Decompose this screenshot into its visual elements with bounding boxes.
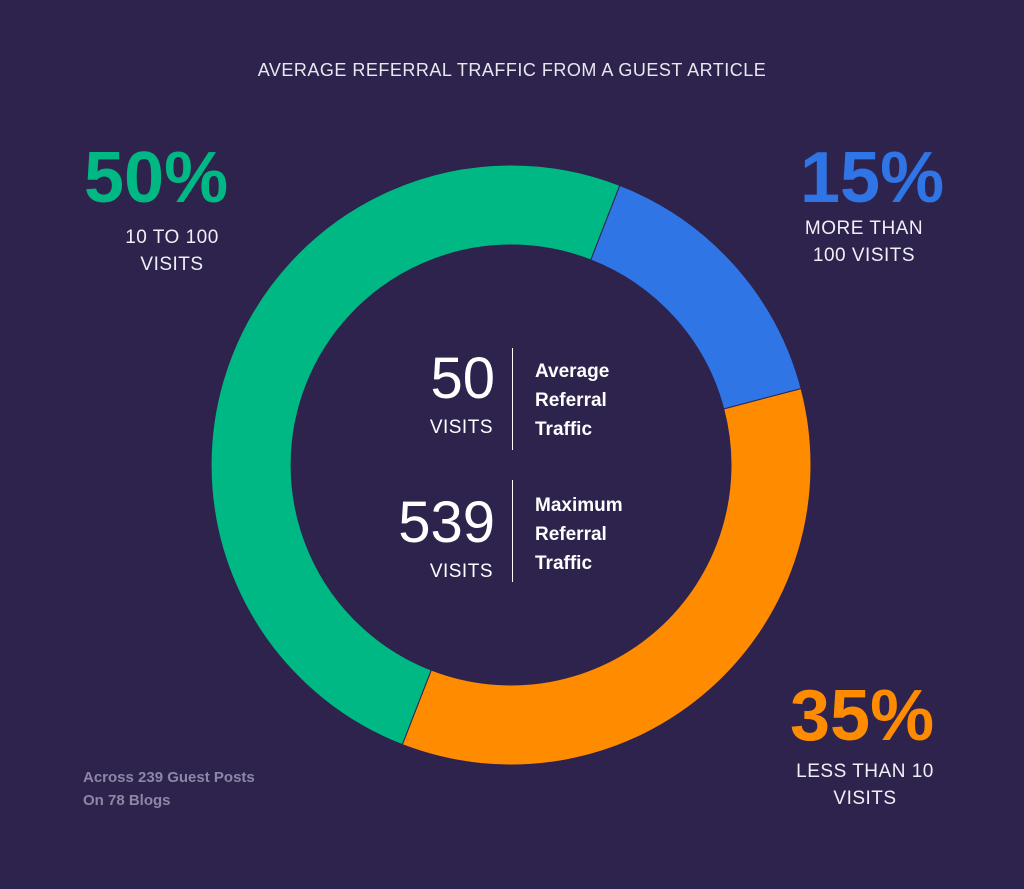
average-description: Average Referral Traffic: [535, 357, 675, 444]
average-visits-value: 50: [430, 346, 495, 411]
average-description-line3: Traffic: [535, 419, 593, 440]
footnote-line2: On 78 Blogs: [83, 792, 171, 809]
chart-title: AVERAGE REFERRAL TRAFFIC FROM A GUEST AR…: [257, 60, 767, 80]
slice-label-orange: LESS THAN 10 VISITS: [770, 758, 960, 812]
pct-label-blue: 15%: [800, 138, 945, 218]
slice-label-green-line2: VISITS: [140, 254, 204, 275]
slice-label-blue-line2: 100 VISITS: [812, 245, 916, 266]
slice-label-orange-line2: VISITS: [833, 788, 897, 809]
maximum-description-line1: Maximum: [535, 495, 623, 516]
maximum-description: Maximum Referral Traffic: [535, 491, 675, 578]
slice-label-green: 10 TO 100 VISITS: [82, 224, 262, 278]
slice-label-blue-line1: MORE THAN: [804, 218, 924, 239]
average-divider: [512, 348, 513, 450]
pct-label-orange: 35%: [790, 676, 935, 756]
maximum-visits-value: 539: [398, 490, 495, 555]
maximum-description-line3: Traffic: [535, 553, 593, 574]
maximum-visits-unit: VISITS: [429, 561, 493, 582]
donut-slice-orange: [401, 387, 812, 766]
pct-label-green: 50%: [84, 138, 229, 218]
average-description-line2: Referral: [535, 390, 607, 411]
footnote: Across 239 Guest Posts On 78 Blogs: [83, 766, 255, 812]
donut-slice-green: [210, 164, 621, 746]
footnote-line1: Across 239 Guest Posts: [83, 769, 255, 786]
maximum-divider: [512, 480, 513, 582]
slice-label-orange-line1: LESS THAN 10: [796, 761, 934, 782]
average-description-line1: Average: [535, 361, 610, 382]
slice-label-blue: MORE THAN 100 VISITS: [774, 215, 954, 269]
average-visits-unit: VISITS: [429, 417, 493, 438]
maximum-description-line2: Referral: [535, 524, 607, 545]
slice-label-green-line1: 10 TO 100: [125, 227, 219, 248]
